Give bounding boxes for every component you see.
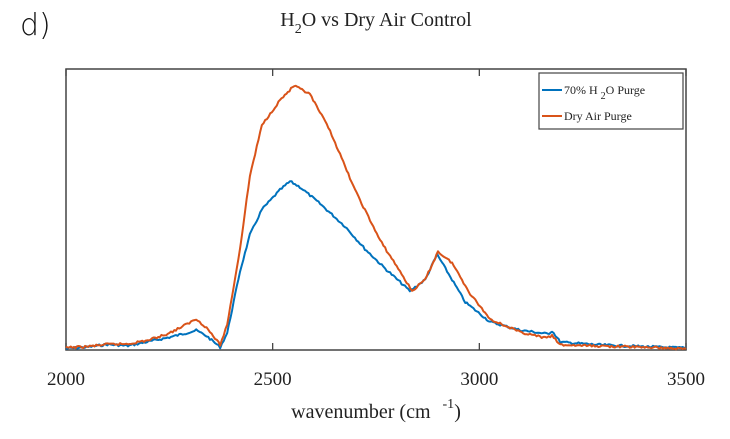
x-tick-label: 3500 xyxy=(667,369,705,390)
series-line-dry-air-purge xyxy=(65,84,687,351)
x-tick-label: 2500 xyxy=(254,369,292,390)
chart-title: H2O vs Dry Air Control xyxy=(280,9,472,37)
legend-entry-pre: Dry Air Purge xyxy=(564,109,632,123)
series-lines xyxy=(65,84,687,351)
x-tick-labels: 2000 2500 3000 3500 xyxy=(47,369,705,390)
legend-entry-post: O Purge xyxy=(606,83,645,97)
chart-title-sub: 2 xyxy=(295,22,302,37)
legend-box xyxy=(538,72,684,130)
x-axis-label: wavenumber (cm -1) xyxy=(291,397,461,423)
legend-entry: Dry Air Purge xyxy=(564,109,632,123)
legend: 70% H 2O Purge Dry Air Purge xyxy=(538,72,684,130)
x-tick-label: 3000 xyxy=(460,369,498,390)
x-axis-label-pre: wavenumber (cm xyxy=(291,401,431,423)
series-line-h2o-purge xyxy=(66,180,687,350)
x-axis-label-post: ) xyxy=(454,401,461,423)
legend-entry-sub: 2 xyxy=(601,91,606,102)
legend-entry-pre: 70% H xyxy=(564,83,601,97)
x-tick-label: 2000 xyxy=(47,369,85,390)
x-axis-label-sup: -1 xyxy=(443,397,455,412)
panel-label: d) xyxy=(20,8,51,43)
chart-title-post: O vs Dry Air Control xyxy=(302,9,472,31)
chart-title-pre: H xyxy=(280,9,294,31)
legend-entry: 70% H 2O Purge xyxy=(564,83,645,102)
